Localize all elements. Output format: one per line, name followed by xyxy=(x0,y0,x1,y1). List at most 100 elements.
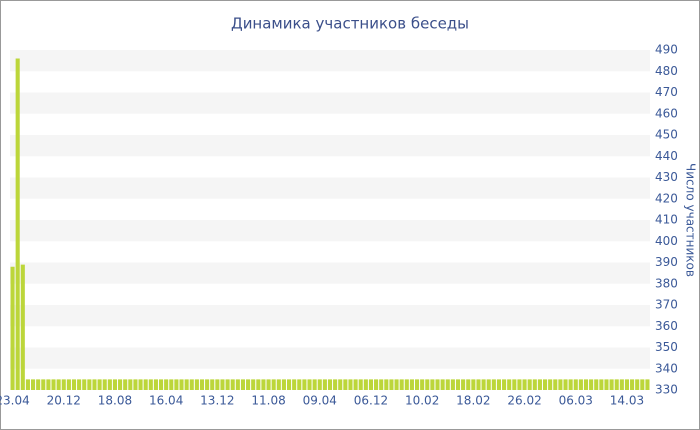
bar xyxy=(322,379,327,390)
bar xyxy=(36,379,41,390)
bar xyxy=(281,379,286,390)
bar xyxy=(189,379,194,390)
bar xyxy=(486,379,491,390)
bar xyxy=(440,379,445,390)
bar xyxy=(374,379,379,390)
x-tick-label: 26.02 xyxy=(507,394,541,408)
bar xyxy=(71,379,77,390)
bar xyxy=(563,379,568,390)
bar xyxy=(333,379,338,390)
bar xyxy=(210,379,215,390)
bar xyxy=(179,379,184,390)
bar xyxy=(251,379,256,390)
bar xyxy=(153,379,158,390)
bar xyxy=(348,379,353,390)
bar xyxy=(384,379,389,390)
bar xyxy=(10,266,15,390)
x-tick-label: 11.08 xyxy=(251,394,285,408)
x-tick-label: 09.04 xyxy=(303,394,337,408)
bar xyxy=(56,379,61,390)
bar xyxy=(635,379,640,390)
y-tick-label: 410 xyxy=(655,213,678,227)
bar xyxy=(614,379,619,390)
bar xyxy=(466,379,471,390)
bar xyxy=(481,379,486,390)
bar xyxy=(532,379,537,390)
x-tick-label: 06.12 xyxy=(354,394,388,408)
bar xyxy=(353,379,358,390)
bar xyxy=(107,379,112,390)
bar xyxy=(379,379,384,390)
y-tick-label: 380 xyxy=(655,276,678,290)
x-tick-label: 18.08 xyxy=(98,394,132,408)
bar xyxy=(307,379,312,390)
grid-band xyxy=(10,135,650,157)
x-tick-label: 10.02 xyxy=(405,394,439,408)
bar xyxy=(496,379,502,390)
bar xyxy=(194,379,199,390)
bar xyxy=(230,379,235,390)
bar xyxy=(261,379,266,390)
bar xyxy=(420,379,425,390)
bar xyxy=(343,379,348,390)
bar xyxy=(583,379,589,390)
bar xyxy=(169,379,174,390)
bar xyxy=(97,379,102,390)
bar xyxy=(476,379,481,390)
bar xyxy=(491,379,496,390)
bar xyxy=(445,379,450,390)
bar xyxy=(568,379,573,390)
bar xyxy=(502,379,507,390)
x-tick-label: 13.12 xyxy=(200,394,234,408)
y-tick-label: 370 xyxy=(655,298,678,312)
y-tick-label: 330 xyxy=(655,383,678,397)
bar xyxy=(174,379,179,390)
bar xyxy=(450,379,455,390)
bar xyxy=(112,379,118,390)
bar xyxy=(61,379,66,390)
bar xyxy=(461,379,466,390)
x-tick-label: 14.03 xyxy=(610,394,644,408)
x-tick-label: 16.04 xyxy=(149,394,183,408)
bar xyxy=(41,379,46,390)
grid-band xyxy=(10,92,650,114)
bar xyxy=(30,379,36,390)
bar xyxy=(399,379,404,390)
bar xyxy=(389,379,394,390)
bar xyxy=(553,379,558,390)
bar xyxy=(363,379,368,390)
y-tick-label: 490 xyxy=(655,43,678,57)
bar xyxy=(624,379,630,390)
bar xyxy=(235,379,240,390)
bar xyxy=(138,379,143,390)
y-tick-label: 420 xyxy=(655,191,678,205)
y-tick-label: 480 xyxy=(655,64,678,78)
x-tick-label: 18.02 xyxy=(456,394,490,408)
bar xyxy=(430,379,435,390)
bar xyxy=(143,379,148,390)
bar xyxy=(25,379,30,390)
bar xyxy=(102,379,107,390)
bar xyxy=(358,379,363,390)
bar xyxy=(302,379,307,390)
bar xyxy=(164,379,169,390)
y-tick-label: 400 xyxy=(655,234,678,248)
bar xyxy=(215,379,220,390)
bar xyxy=(507,379,512,390)
bar xyxy=(220,379,225,390)
bar xyxy=(15,58,20,390)
bar xyxy=(148,379,153,390)
bar xyxy=(517,379,522,390)
bar xyxy=(225,379,230,390)
bar xyxy=(414,379,420,390)
bar xyxy=(455,379,461,390)
grid-band xyxy=(10,50,650,72)
bar xyxy=(82,379,87,390)
bar xyxy=(286,379,292,390)
bar xyxy=(271,379,276,390)
bar xyxy=(537,379,542,390)
bar xyxy=(77,379,82,390)
bar xyxy=(199,379,205,390)
grid-band xyxy=(10,177,650,199)
